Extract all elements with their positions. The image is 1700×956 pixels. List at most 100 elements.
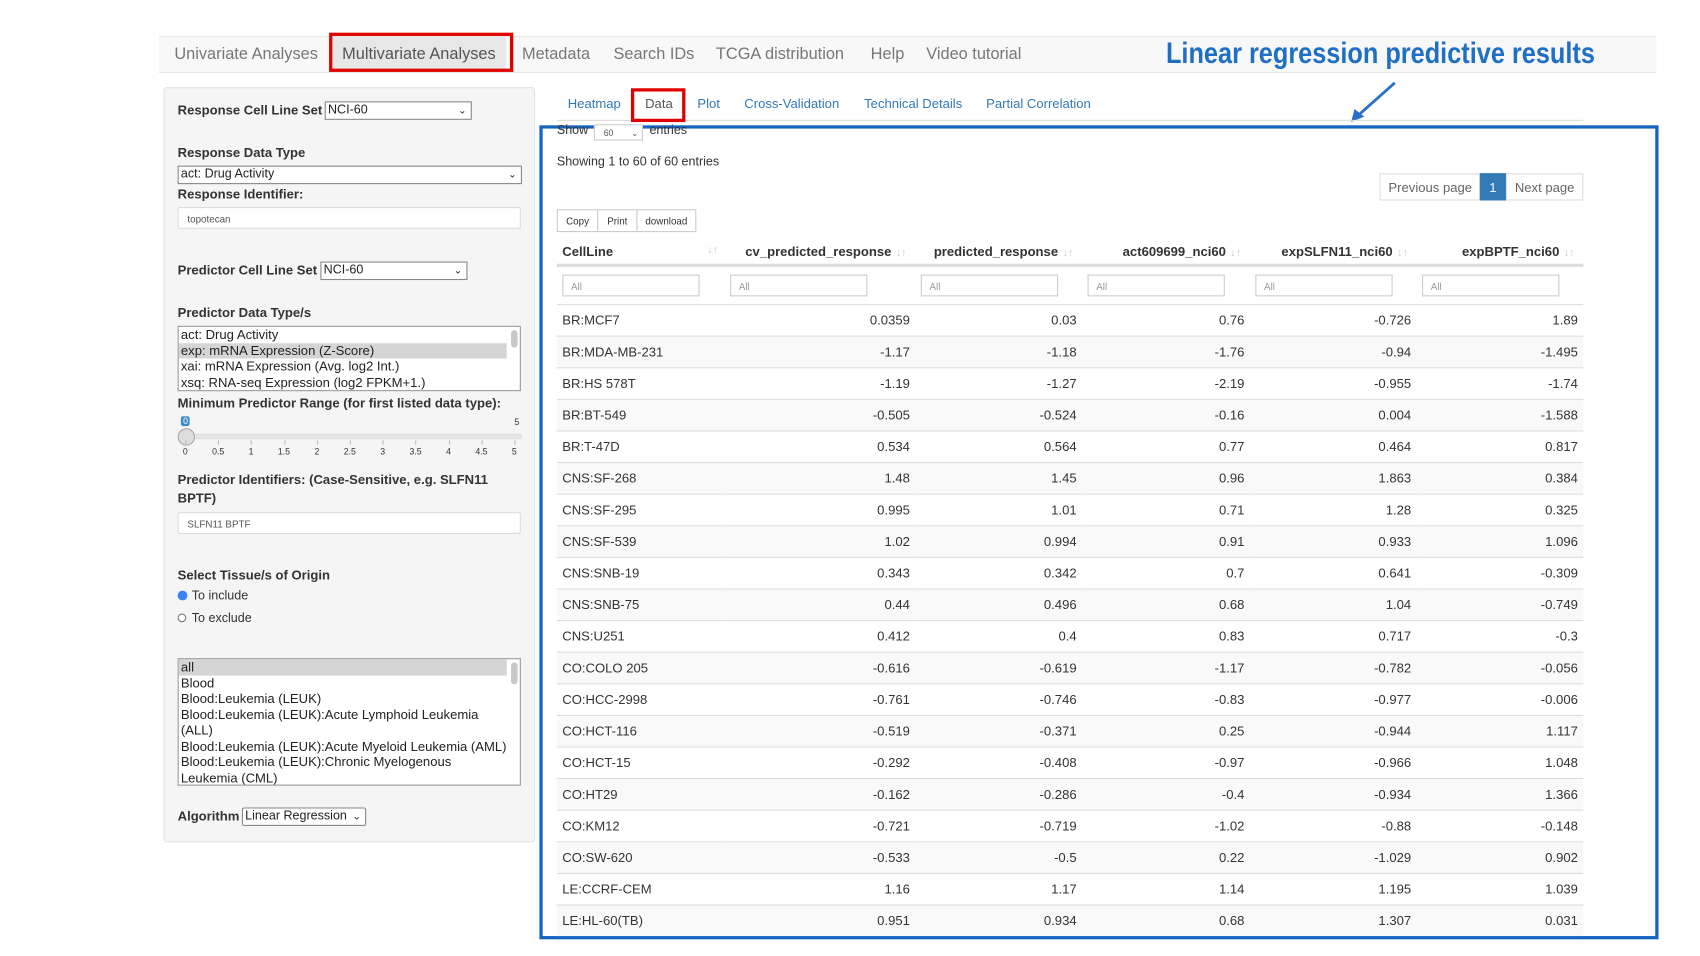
nav-tcga-distribution[interactable]: TCGA distribution bbox=[715, 44, 845, 64]
value-cell: 0.817 bbox=[1416, 430, 1584, 463]
table-row[interactable]: CNS:SNB-19 0.343 0.342 0.7 0.641 -0.309 bbox=[556, 556, 1584, 589]
nav-video-tutorial[interactable]: Video tutorial bbox=[926, 44, 1022, 64]
table-row[interactable]: BR:MDA-MB-231 -1.17 -1.18 -1.76 -0.94 -1.495 bbox=[556, 335, 1584, 368]
table-row[interactable]: CNS:SF-295 0.995 1.01 0.71 1.28 0.325 bbox=[556, 493, 1584, 526]
chevron-down-icon: ⌄ bbox=[631, 128, 639, 139]
sort-icon[interactable]: ↓↑ bbox=[707, 244, 719, 257]
listbox-option[interactable]: xsq: RNA-seq Expression (log2 FPKM+1.) bbox=[180, 374, 426, 390]
algorithm-select[interactable]: Linear Regression ⌄ bbox=[241, 807, 367, 826]
slider-tick-label: 2.5 bbox=[343, 446, 356, 457]
predictor-cell-line-set-label: Predictor Cell Line Set bbox=[177, 262, 318, 278]
predictor-cell-line-set-select[interactable]: NCI-60 ⌄ bbox=[320, 261, 468, 281]
radio-exclude-label: To exclude bbox=[191, 612, 252, 626]
column-header[interactable]: cv_predicted_response ↓↑ bbox=[724, 239, 916, 267]
table-row[interactable]: CO:HCC-2998 -0.761 -0.746 -0.83 -0.977 -0.006 bbox=[556, 683, 1584, 716]
slider-tick-label: 4.5 bbox=[475, 446, 488, 457]
column-header[interactable]: act609699_nci60 ↓↑ bbox=[1082, 239, 1250, 267]
tab-cross-validation[interactable]: Cross-Validation bbox=[744, 95, 840, 112]
nav-help[interactable]: Help bbox=[870, 44, 905, 64]
table-row[interactable]: BR:HS 578T -1.19 -1.27 -2.19 -0.955 -1.74 bbox=[556, 367, 1584, 400]
radio-exclude[interactable] bbox=[177, 613, 187, 623]
listbox-option[interactable]: Blood:Leukemia (LEUK):Acute Lymphoid Leu… bbox=[180, 706, 479, 722]
print-button[interactable]: Print bbox=[597, 209, 638, 233]
value-cell: 1.117 bbox=[1416, 714, 1584, 747]
table-header-row: CellLine ↓↑ cv_predicted_response ↓↑ predict… bbox=[556, 239, 1584, 267]
table-row[interactable]: CO:SW-620 -0.533 -0.5 0.22 -1.029 0.902 bbox=[556, 841, 1584, 874]
response-cell-line-set-select[interactable]: NCI-60 ⌄ bbox=[324, 101, 472, 120]
listbox-option-cont[interactable]: Leukemia (CML) bbox=[180, 769, 278, 786]
nav-univariate[interactable]: Univariate Analyses bbox=[174, 44, 318, 64]
column-filter-input[interactable]: All bbox=[920, 274, 1059, 297]
page-1-button[interactable]: 1 bbox=[1479, 173, 1506, 201]
listbox-option[interactable]: xai: mRNA Expression (Avg. log2 Int.) bbox=[180, 358, 400, 374]
tab-plot[interactable]: Plot bbox=[697, 95, 720, 112]
tab-technical-details[interactable]: Technical Details bbox=[864, 95, 963, 112]
slider-track[interactable] bbox=[185, 433, 522, 440]
table-row[interactable]: BR:T-47D 0.534 0.564 0.77 0.464 0.817 bbox=[556, 430, 1584, 463]
column-filter-input[interactable]: All bbox=[730, 274, 868, 297]
value-cell: -0.006 bbox=[1416, 683, 1584, 716]
table-row[interactable]: CO:HT29 -0.162 -0.286 -0.4 -0.934 1.366 bbox=[556, 778, 1584, 811]
sort-icon[interactable]: ↓↑ bbox=[1230, 247, 1242, 260]
column-filter-input[interactable]: All bbox=[1255, 274, 1393, 297]
value-cell: -0.616 bbox=[724, 651, 916, 684]
column-header[interactable]: predicted_response ↓↑ bbox=[915, 239, 1083, 267]
scrollbar[interactable] bbox=[511, 662, 518, 685]
sort-icon[interactable]: ↓↑ bbox=[1396, 247, 1408, 260]
value-cell: -1.18 bbox=[915, 335, 1083, 368]
table-row[interactable]: CO:KM12 -0.721 -0.719 -1.02 -0.88 -0.148 bbox=[556, 809, 1584, 842]
previous-page-button[interactable]: Previous page bbox=[1379, 173, 1481, 201]
table-row[interactable]: CNS:SF-539 1.02 0.994 0.91 0.933 1.096 bbox=[556, 525, 1584, 558]
column-header[interactable]: expSLFN11_nci60 ↓↑ bbox=[1249, 239, 1417, 267]
tab-partial-correlation[interactable]: Partial Correlation bbox=[986, 95, 1091, 112]
nav-search-ids[interactable]: Search IDs bbox=[613, 44, 695, 64]
table-row[interactable]: BR:BT-549 -0.505 -0.524 -0.16 0.004 -1.588 bbox=[556, 398, 1584, 431]
column-header[interactable]: expBPTF_nci60 ↓↑ bbox=[1416, 239, 1584, 267]
predictor-identifiers-input[interactable]: SLFN11 BPTF bbox=[177, 512, 521, 534]
listbox-option[interactable]: Blood:Leukemia (LEUK) bbox=[180, 690, 322, 707]
filter-cell: All bbox=[1417, 265, 1584, 304]
sort-icon[interactable]: ↓↑ bbox=[895, 247, 907, 260]
column-filter-input[interactable]: All bbox=[1087, 274, 1225, 297]
nav-metadata[interactable]: Metadata bbox=[521, 44, 591, 64]
entries-select[interactable]: 60 ⌄ bbox=[593, 124, 643, 141]
tab-data[interactable]: Data bbox=[645, 95, 673, 112]
predictor-identifiers-label-cont: BPTF) bbox=[177, 490, 217, 506]
listbox-option-cont[interactable]: (ALL) bbox=[180, 722, 213, 738]
radio-include[interactable] bbox=[177, 590, 188, 601]
listbox-option-selected[interactable]: exp: mRNA Expression (Z-Score) bbox=[178, 342, 507, 359]
response-data-type-select[interactable]: act: Drug Activity ⌄ bbox=[177, 165, 522, 185]
table-row[interactable]: CO:HCT-15 -0.292 -0.408 -0.97 -0.966 1.048 bbox=[556, 746, 1584, 779]
slider-handle[interactable] bbox=[177, 428, 196, 446]
table-row[interactable]: CNS:SF-268 1.48 1.45 0.96 1.863 0.384 bbox=[556, 462, 1584, 495]
listbox-option[interactable]: Blood:Leukemia (LEUK):Acute Myeloid Leuk… bbox=[180, 738, 507, 754]
sort-icon[interactable]: ↓↑ bbox=[1563, 247, 1575, 260]
copy-button[interactable]: Copy bbox=[556, 209, 599, 233]
tissue-listbox[interactable]: all Blood Blood:Leukemia (LEUK) Blood:Le… bbox=[177, 658, 521, 786]
table-row[interactable]: BR:MCF7 0.0359 0.03 0.76 -0.726 1.89 bbox=[556, 304, 1584, 337]
table-row[interactable]: CNS:U251 0.412 0.4 0.83 0.717 -0.3 bbox=[556, 620, 1584, 653]
value-cell: 0.71 bbox=[1082, 493, 1250, 526]
next-page-button[interactable]: Next page bbox=[1505, 173, 1584, 201]
column-filter-input[interactable]: All bbox=[1422, 274, 1560, 297]
table-row[interactable]: CO:HCT-116 -0.519 -0.371 0.25 -0.944 1.117 bbox=[556, 714, 1584, 747]
tab-heatmap[interactable]: Heatmap bbox=[567, 95, 621, 112]
scrollbar[interactable] bbox=[511, 330, 518, 348]
response-identifier-input[interactable]: topotecan bbox=[177, 207, 521, 229]
listbox-option-selected[interactable]: all bbox=[178, 659, 507, 676]
table-row[interactable]: CNS:SNB-75 0.44 0.496 0.68 1.04 -0.749 bbox=[556, 588, 1584, 621]
predictor-data-types-listbox[interactable]: act: Drug Activity exp: mRNA Expression … bbox=[177, 325, 521, 392]
column-filter-input[interactable]: All bbox=[562, 274, 700, 297]
download-button[interactable]: download bbox=[636, 209, 697, 233]
table-row[interactable]: LE:CCRF-CEM 1.16 1.17 1.14 1.195 1.039 bbox=[556, 872, 1584, 905]
listbox-option[interactable]: Blood:Leukemia (LEUK):Chronic Myelogenou… bbox=[180, 754, 452, 770]
column-header[interactable]: CellLine ↓↑ bbox=[556, 239, 725, 267]
sort-icon[interactable]: ↓↑ bbox=[1062, 247, 1074, 260]
nav-multivariate[interactable]: Multivariate Analyses bbox=[332, 37, 506, 72]
filter-cell: All bbox=[725, 265, 916, 304]
table-row[interactable]: CO:COLO 205 -0.616 -0.619 -1.17 -0.782 -0.056 bbox=[556, 651, 1584, 684]
value-cell: -0.162 bbox=[724, 778, 916, 811]
listbox-option[interactable]: act: Drug Activity bbox=[180, 326, 279, 343]
table-row[interactable]: LE:HL-60(TB) 0.951 0.934 0.68 1.307 0.031 bbox=[556, 904, 1584, 937]
listbox-option[interactable]: Blood bbox=[180, 675, 215, 691]
